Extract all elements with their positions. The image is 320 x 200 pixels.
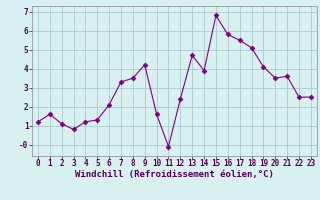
X-axis label: Windchill (Refroidissement éolien,°C): Windchill (Refroidissement éolien,°C) <box>75 170 274 179</box>
